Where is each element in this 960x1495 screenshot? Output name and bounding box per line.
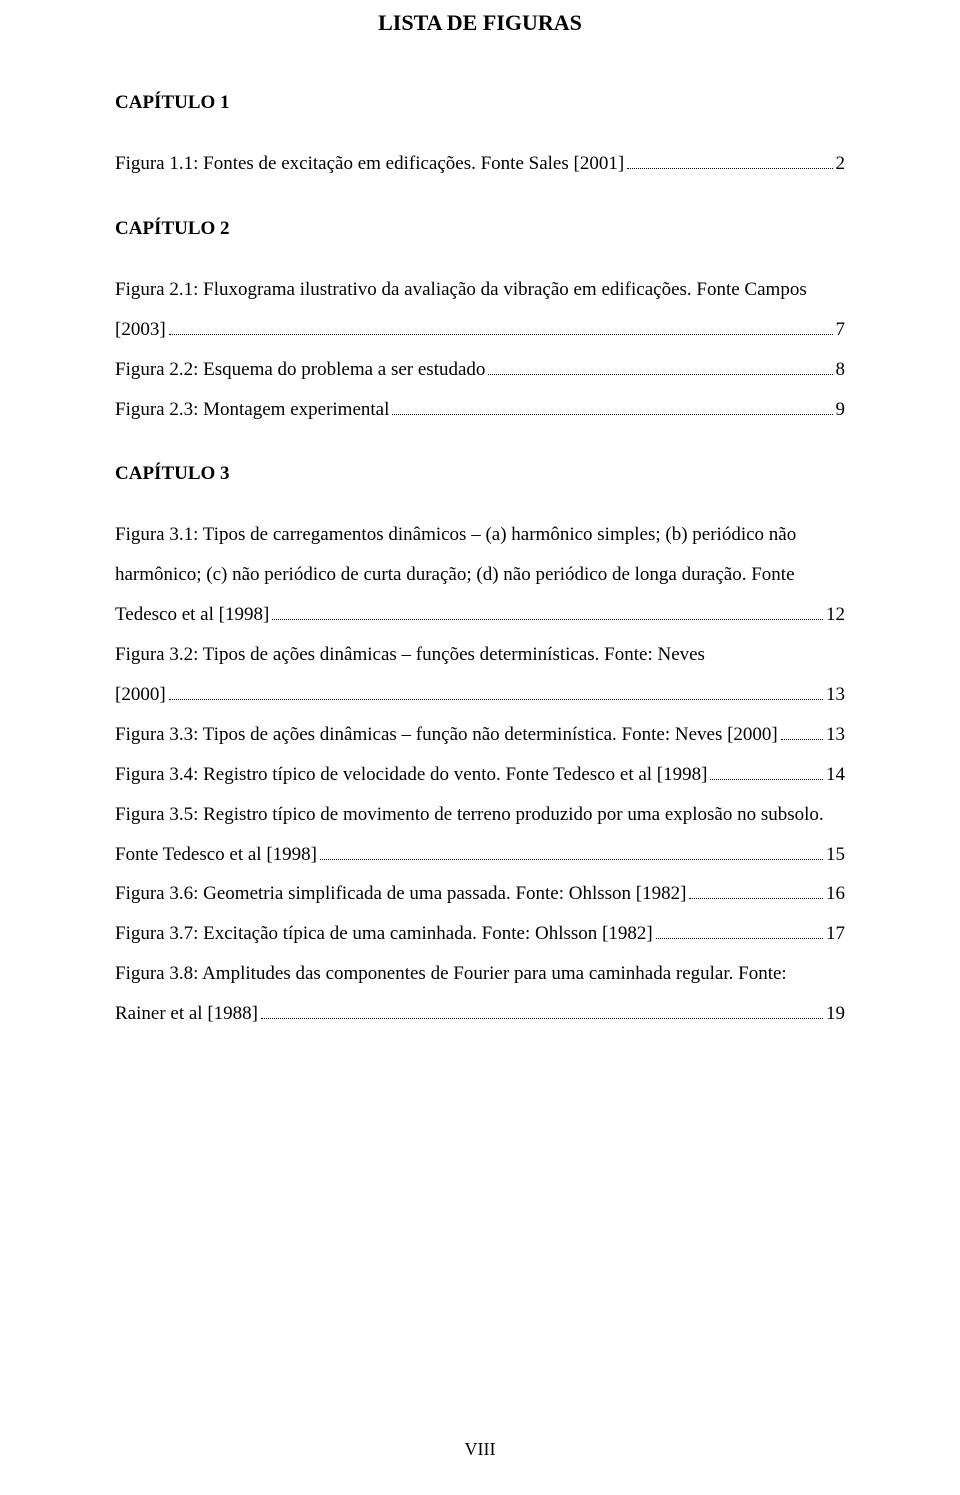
toc-leader-dots [710,767,823,779]
toc-leader-dots [169,322,833,334]
toc-entry-line: harmônico; (c) não periódico de curta du… [115,555,845,595]
toc-entry: Figura 3.1: Tipos de carregamentos dinâm… [115,515,845,635]
toc-entry-leader: [2000] 13 [115,675,845,715]
page-number: VIII [0,1439,960,1460]
toc-entry-line: Figura 3.5: Registro típico de movimento… [115,795,845,835]
toc-entry: Figura 1.1: Fontes de excitação em edifi… [115,144,845,184]
toc-entry-leader: [2003] 7 [115,310,845,350]
section-heading: CAPÍTULO 3 [115,463,845,485]
toc-entry: Figura 3.5: Registro típico de movimento… [115,795,845,875]
toc-entry-leader: Rainer et al [1988] 19 [115,994,845,1034]
toc-entry-page: 13 [826,675,845,715]
toc-entry-text: Rainer et al [1988] [115,994,258,1034]
toc-leader-dots [261,1007,823,1019]
toc-leader-dots [627,157,832,169]
toc-entry-text: Fonte Tedesco et al [1998] [115,835,317,875]
toc-leader-dots [689,887,823,899]
toc-entry-page: 19 [826,994,845,1034]
toc-entry-leader: Figura 2.3: Montagem experimental 9 [115,390,845,430]
toc-entry-leader: Tedesco et al [1998] 12 [115,595,845,635]
toc-entry-line: Figura 2.1: Fluxograma ilustrativo da av… [115,270,845,310]
toc-entry: Figura 2.1: Fluxograma ilustrativo da av… [115,270,845,350]
toc-entry-text: Figura 2.2: Esquema do problema a ser es… [115,350,485,390]
toc-entry-page: 8 [836,350,846,390]
toc-entry-page: 13 [826,715,845,755]
toc-entry: Figura 2.3: Montagem experimental 9 [115,390,845,430]
toc-entry-leader: Figura 3.3: Tipos de ações dinâmicas – f… [115,715,845,755]
toc-leader-dots [488,362,832,374]
page-container: LISTA DE FIGURAS CAPÍTULO 1 Figura 1.1: F… [0,0,960,1495]
toc-entry-line: Figura 3.1: Tipos de carregamentos dinâm… [115,515,845,555]
toc-entry-text: Tedesco et al [1998] [115,595,269,635]
toc-entry: Figura 3.2: Tipos de ações dinâmicas – f… [115,635,845,715]
toc-entry-text: Figura 2.3: Montagem experimental [115,390,389,430]
toc-entry-page: 2 [836,144,846,184]
toc-entry-page: 16 [826,874,845,914]
toc-entry-line: Figura 3.2: Tipos de ações dinâmicas – f… [115,635,845,675]
toc-entry: Figura 2.2: Esquema do problema a ser es… [115,350,845,390]
toc-leader-dots [656,927,823,939]
toc-entry-text: [2000] [115,675,166,715]
toc-entry-text: Figura 3.4: Registro típico de velocidad… [115,755,707,795]
toc-entry: Figura 3.6: Geometria simplificada de um… [115,874,845,914]
document-title: LISTA DE FIGURAS [115,10,845,36]
toc-leader-dots [320,847,823,859]
toc-leader-dots [392,402,832,414]
toc-entry: Figura 3.3: Tipos de ações dinâmicas – f… [115,715,845,755]
toc-entry-page: 12 [826,595,845,635]
toc-entry: Figura 3.8: Amplitudes das componentes d… [115,954,845,1034]
toc-entry-leader: Figura 3.4: Registro típico de velocidad… [115,755,845,795]
toc-entry: Figura 3.4: Registro típico de velocidad… [115,755,845,795]
toc-entry-leader: Figura 3.7: Excitação típica de uma cami… [115,914,845,954]
toc-entry-page: 15 [826,835,845,875]
toc-entry-page: 9 [836,390,846,430]
toc-entry-line: Figura 3.8: Amplitudes das componentes d… [115,954,845,994]
toc-leader-dots [272,608,823,620]
toc-leader-dots [169,688,823,700]
toc-entry-page: 7 [836,310,846,350]
toc-entry-leader: Fonte Tedesco et al [1998] 15 [115,835,845,875]
toc-entry-page: 14 [826,755,845,795]
toc-entry-text: Figura 3.6: Geometria simplificada de um… [115,874,686,914]
toc-entry-text: [2003] [115,310,166,350]
toc-entry: Figura 3.7: Excitação típica de uma cami… [115,914,845,954]
toc-entry-leader: Figura 3.6: Geometria simplificada de um… [115,874,845,914]
toc-entry-leader: Figura 1.1: Fontes de excitação em edifi… [115,144,845,184]
toc-entry-page: 17 [826,914,845,954]
section-heading: CAPÍTULO 2 [115,218,845,240]
sections-container: CAPÍTULO 1 Figura 1.1: Fontes de excitaçã… [115,92,845,1034]
toc-entry-leader: Figura 2.2: Esquema do problema a ser es… [115,350,845,390]
toc-entry-text: Figura 3.3: Tipos de ações dinâmicas – f… [115,715,778,755]
toc-entry-text: Figura 3.7: Excitação típica de uma cami… [115,914,653,954]
toc-leader-dots [781,728,823,740]
toc-entry-text: Figura 1.1: Fontes de excitação em edifi… [115,144,624,184]
section-heading: CAPÍTULO 1 [115,92,845,114]
